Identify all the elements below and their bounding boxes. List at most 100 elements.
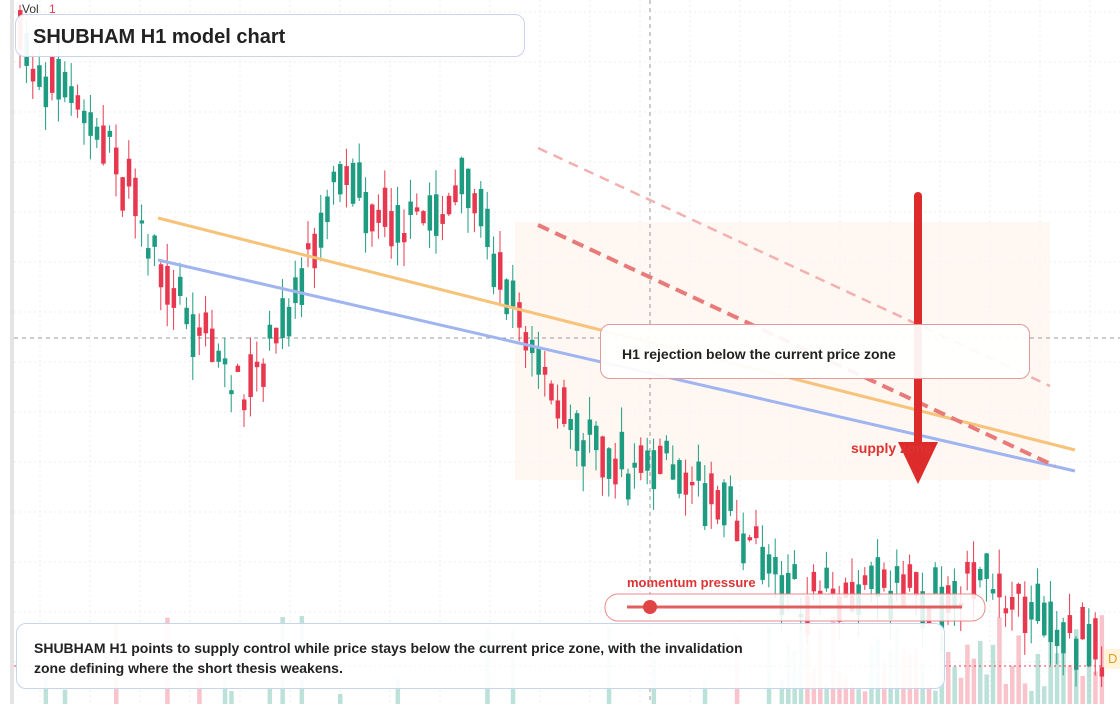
candle <box>786 572 791 594</box>
volume-bar <box>978 641 983 704</box>
candle <box>184 307 189 325</box>
candle <box>1067 615 1073 634</box>
candle <box>664 440 669 454</box>
candle <box>632 462 637 468</box>
candle <box>645 450 650 471</box>
candle <box>126 158 132 187</box>
volume-bar <box>267 687 273 704</box>
volume-bar <box>1022 683 1028 704</box>
candle <box>120 177 125 211</box>
supply-label: supply zone <box>851 440 932 456</box>
candle <box>344 166 349 186</box>
candle <box>114 147 119 175</box>
momentum-label: momentum pressure <box>627 575 756 590</box>
volume-bar <box>1029 690 1034 704</box>
volume-bar <box>1003 683 1009 704</box>
volume-bar <box>952 666 957 704</box>
candle <box>549 383 554 401</box>
candle <box>606 448 612 479</box>
candle <box>56 59 61 100</box>
candle <box>619 431 625 470</box>
volume-bar <box>971 658 977 704</box>
candle <box>658 445 663 474</box>
candle <box>523 332 529 351</box>
volume-bar <box>965 644 970 704</box>
volume-bar <box>843 676 849 704</box>
candle <box>984 553 989 579</box>
candle <box>139 220 145 224</box>
candle <box>446 195 452 215</box>
candle <box>907 564 913 588</box>
candle <box>517 302 522 328</box>
candle <box>382 187 388 227</box>
volume-bar <box>1093 671 1098 704</box>
candle <box>1061 622 1066 654</box>
candle <box>1042 602 1047 636</box>
candle <box>670 464 676 480</box>
candle <box>754 526 759 539</box>
candle <box>107 130 113 137</box>
candle <box>741 533 746 564</box>
volume-bar <box>1086 660 1092 704</box>
candle <box>395 205 401 243</box>
candle <box>574 413 580 451</box>
candle <box>254 361 260 368</box>
candle <box>702 483 708 527</box>
volume-bar <box>990 644 996 704</box>
momentum-dot <box>643 600 657 614</box>
candle <box>299 268 305 305</box>
volume-bar <box>779 679 785 704</box>
volume-bar <box>229 691 234 704</box>
candle <box>402 233 407 243</box>
volume-bar <box>62 689 68 704</box>
candle <box>882 569 887 588</box>
arrow-head <box>898 442 938 484</box>
candle <box>229 390 234 395</box>
candle <box>389 211 394 247</box>
candle <box>734 520 740 542</box>
candle <box>261 363 266 387</box>
candle <box>1048 601 1053 643</box>
candle <box>280 298 285 339</box>
candle <box>1093 618 1098 660</box>
candle <box>498 252 503 290</box>
candle <box>376 209 381 223</box>
candle <box>197 327 202 336</box>
title-box: SHUBHAM H1 model chart <box>15 14 525 57</box>
candle <box>62 71 68 98</box>
candle <box>491 253 497 288</box>
volume-bar <box>1080 675 1085 704</box>
candle <box>1080 606 1085 640</box>
candle <box>1054 629 1060 647</box>
caption-box: SHUBHAM H1 points to supply control whil… <box>16 623 945 689</box>
volume-bar <box>395 678 401 704</box>
candle <box>542 366 548 375</box>
volume-bar <box>1016 635 1021 704</box>
candle <box>216 350 221 362</box>
candle <box>267 324 273 339</box>
candle <box>869 565 874 590</box>
candle <box>242 399 247 411</box>
vol-label: Vol <box>22 2 39 16</box>
volume-bar <box>338 693 343 704</box>
candle <box>158 264 164 288</box>
candle <box>427 195 433 231</box>
caption: SHUBHAM H1 points to supply control whil… <box>34 640 743 676</box>
candle <box>152 235 157 247</box>
candle <box>1029 602 1034 620</box>
candle <box>370 204 375 232</box>
candle <box>875 557 881 597</box>
candle <box>408 201 413 216</box>
candle <box>760 546 765 580</box>
candle <box>862 575 868 585</box>
candle <box>722 482 727 526</box>
candle <box>581 440 586 467</box>
candle <box>536 347 541 375</box>
candle <box>146 248 151 259</box>
candle <box>286 306 292 337</box>
volume-bar <box>926 686 932 704</box>
candle <box>331 171 337 183</box>
candle <box>638 445 644 473</box>
candle <box>594 425 599 451</box>
